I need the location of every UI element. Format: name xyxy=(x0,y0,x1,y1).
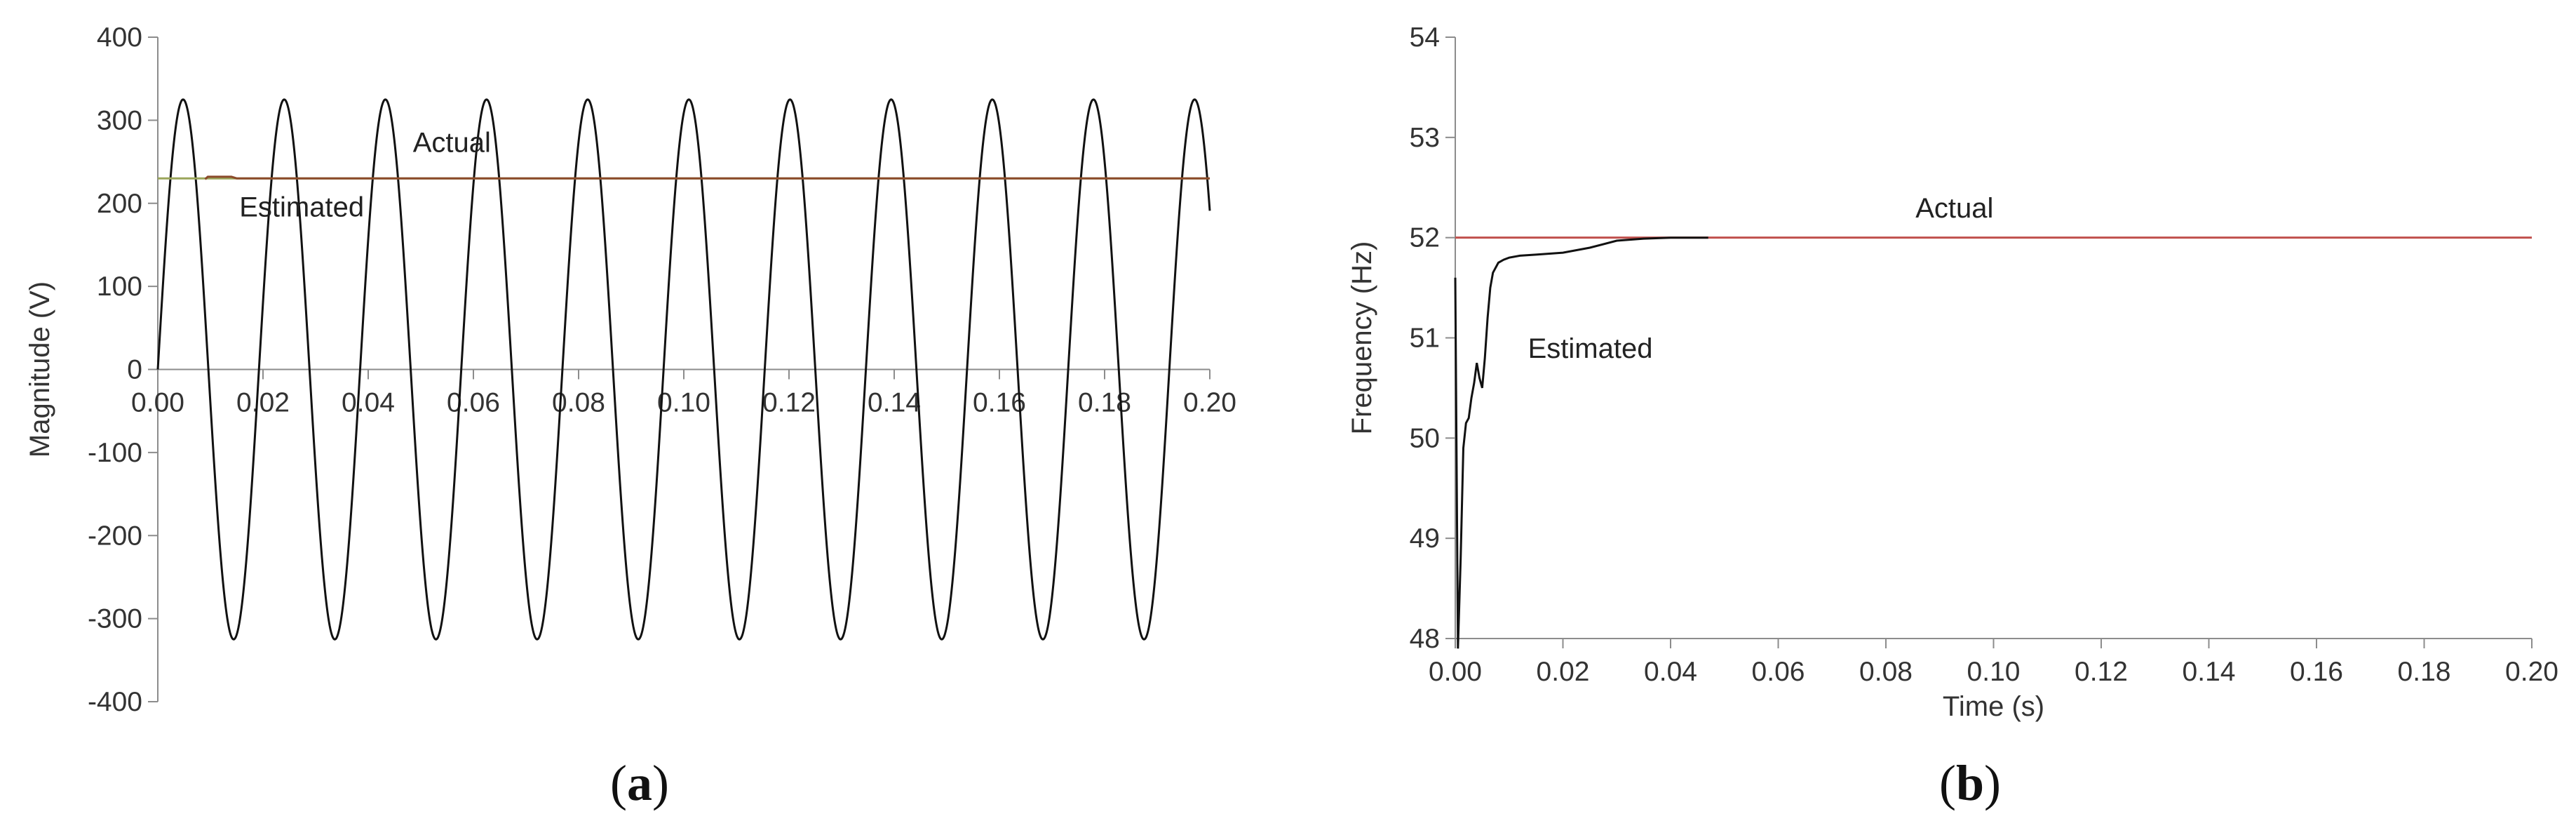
panel-label-b: (b) xyxy=(1939,755,2002,811)
y-tick-label: -400 xyxy=(88,687,142,717)
annotation-actual: Actual xyxy=(413,127,491,158)
x-tick-label: 0.08 xyxy=(1859,657,1913,687)
x-tick-label: 0.12 xyxy=(762,388,816,418)
y-tick-label: 200 xyxy=(97,189,142,219)
x-tick-label: 0.12 xyxy=(2075,657,2128,687)
x-tick-label: 0.10 xyxy=(1967,657,2021,687)
y-tick-label: 51 xyxy=(1410,323,1440,354)
annotation-estimated: Estimated xyxy=(1528,333,1653,364)
x-tick-label: 0.10 xyxy=(657,388,710,418)
y-tick-label: 52 xyxy=(1410,223,1440,253)
x-tick-label: 0.20 xyxy=(1183,388,1236,418)
annotation-estimated: Estimated xyxy=(239,192,364,223)
annotation-actual: Actual xyxy=(1915,193,1993,224)
chart-panel-a: 400 300 200 100 0 -100 -200 -300 -400 0.00 0.02 0.0… xyxy=(25,22,1236,717)
y-tick-label: 53 xyxy=(1410,123,1440,153)
y-tick-label: -100 xyxy=(88,438,142,468)
y-tick-label: 0 xyxy=(127,355,142,385)
x-tick-label: 0.16 xyxy=(973,388,1026,418)
x-tick-label: 0.14 xyxy=(2183,657,2236,687)
x-tick-label: 0.02 xyxy=(1537,657,1590,687)
y-axis-title: Frequency (Hz) xyxy=(1347,241,1377,435)
y-tick-label: 49 xyxy=(1410,523,1440,554)
y-tick-label: -300 xyxy=(88,604,142,634)
y-axis-title: Magnitude (V) xyxy=(25,281,55,457)
x-tick-label: 0.20 xyxy=(2505,657,2558,687)
x-tick-label: 0.14 xyxy=(868,388,921,418)
x-tick-label: 0.00 xyxy=(131,388,184,418)
y-tick-label: 50 xyxy=(1410,423,1440,453)
y-tick-label: 300 xyxy=(97,105,142,135)
panel-label-a: (a) xyxy=(610,755,669,811)
chart-panel-b: 54 53 52 51 50 49 480.00 0.02 0.04 0.06 0.08 0.10 0.… xyxy=(1347,22,2558,722)
y-tick-label: 54 xyxy=(1410,22,1440,53)
x-tick-label: 0.04 xyxy=(342,388,395,418)
y-tick-label: 48 xyxy=(1410,624,1440,654)
x-tick-label: 0.16 xyxy=(2290,657,2343,687)
series-voltage-waveform xyxy=(156,98,1211,641)
x-tick-label: 0.04 xyxy=(1644,657,1697,687)
x-tick-label: 0.06 xyxy=(447,388,500,418)
series-estimated-line xyxy=(204,175,1210,180)
x-tick-label: 0.02 xyxy=(236,388,290,418)
series-estimated-line xyxy=(1454,236,1708,649)
x-tick-label: 0.18 xyxy=(1078,388,1131,418)
x-tick-label: 0.18 xyxy=(2398,657,2451,687)
x-tick-label: 0.06 xyxy=(1752,657,1805,687)
x-axis-title: Time (s) xyxy=(1943,691,2044,722)
x-tick-label: 0.00 xyxy=(1429,657,1482,687)
y-tick-label: -200 xyxy=(88,521,142,551)
y-tick-label: 100 xyxy=(97,272,142,302)
y-tick-label: 400 xyxy=(97,22,142,53)
